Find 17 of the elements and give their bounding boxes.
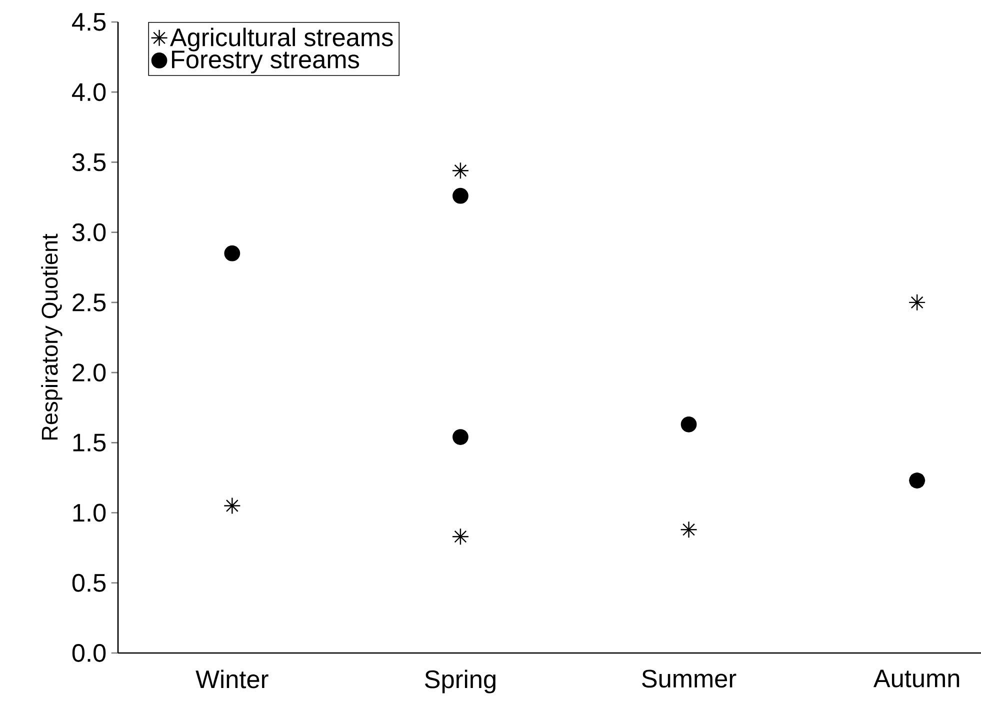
x-tick-label: Autumn (873, 670, 960, 688)
legend-label: Agricultural streams (170, 28, 393, 52)
x-tick-label: Summer (642, 670, 736, 688)
x-tick-label: Winter (196, 670, 268, 688)
y-tick-label: 2.5 (72, 293, 106, 312)
y-tick-label: 4.5 (72, 13, 106, 31)
y-tick-label: 0.0 (72, 644, 106, 662)
y-tick-label: 0.5 (72, 574, 106, 592)
y-tick-label: 3.5 (72, 153, 106, 172)
y-tick-label: 3.0 (72, 223, 106, 242)
y-tick-label: 1.5 (73, 434, 106, 452)
y-tick-label: 1.0 (73, 504, 106, 522)
y-tick-label: 4.0 (72, 83, 106, 102)
x-tick-label: Spring (425, 670, 496, 694)
y-tick-label: 2.0 (72, 364, 106, 382)
legend-label: Forestry streams (172, 50, 360, 74)
y-axis-title: Respiratory Quotient (41, 234, 62, 440)
